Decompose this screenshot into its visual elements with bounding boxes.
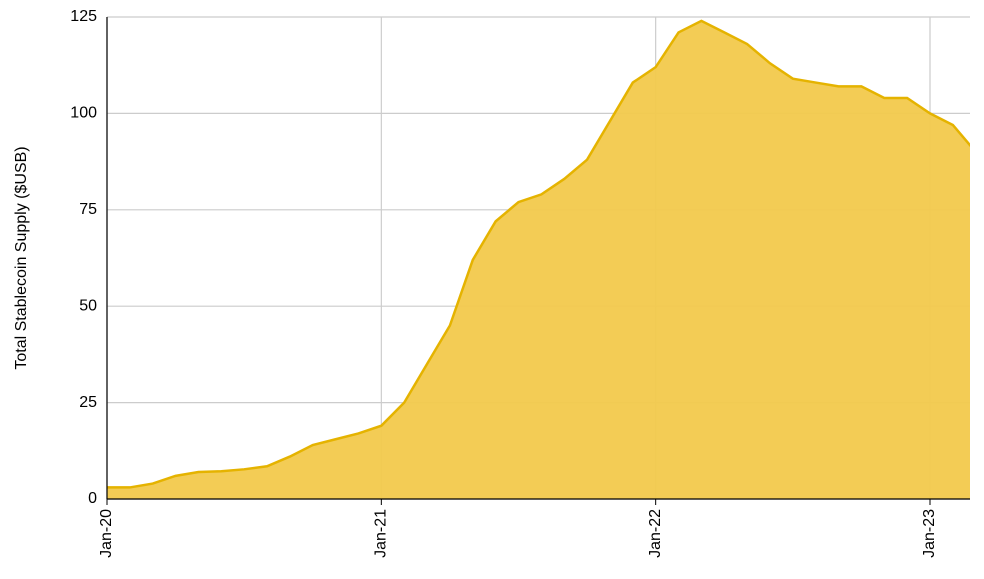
y-tick-label: 0 bbox=[88, 490, 97, 507]
x-tick-label: Jan-21 bbox=[373, 509, 390, 558]
x-tick-label: Jan-23 bbox=[921, 509, 938, 558]
y-tick-label: 125 bbox=[70, 8, 97, 25]
y-tick-label: 25 bbox=[79, 394, 97, 411]
area bbox=[107, 20, 970, 499]
y-tick-label: 75 bbox=[79, 201, 97, 218]
x-tick-label: Jan-22 bbox=[647, 509, 664, 558]
series-group bbox=[107, 19, 970, 499]
y-tick-label: 100 bbox=[70, 105, 97, 122]
y-axis-label: Total Stablecoin Supply ($USB) bbox=[13, 146, 30, 369]
x-tick-label: Jan-20 bbox=[98, 509, 115, 558]
area-line bbox=[107, 19, 970, 489]
y-tick-label: 50 bbox=[79, 297, 97, 314]
